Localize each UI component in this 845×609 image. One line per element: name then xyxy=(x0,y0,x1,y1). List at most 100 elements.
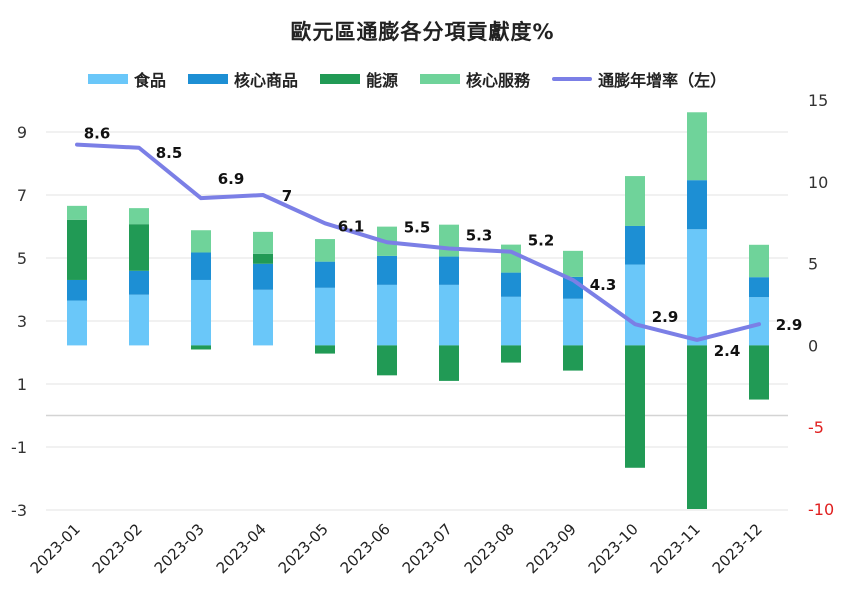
bar-segment-energy xyxy=(377,345,397,376)
legend-label-energy: 能源 xyxy=(366,71,399,90)
bar-segment-food xyxy=(563,298,583,346)
legend-swatch-energy xyxy=(320,74,361,84)
x-axis-tick-label: 2023-08 xyxy=(461,520,518,577)
left-axis-tick-label: 5 xyxy=(17,249,27,268)
bar-segment-core-goods xyxy=(625,225,645,265)
right-axis-tick-label: -5 xyxy=(808,418,824,437)
bar-segment-food xyxy=(129,294,149,346)
line-data-label: 6.9 xyxy=(218,170,245,188)
bar-segment-energy xyxy=(501,345,521,363)
bars xyxy=(67,112,769,509)
bar-segment-food xyxy=(67,300,87,346)
x-axis-tick-label: 2023-03 xyxy=(151,520,208,577)
bar-segment-core-goods xyxy=(377,255,397,285)
x-axis-tick-label: 2023-02 xyxy=(89,520,146,577)
bar-segment-core-services xyxy=(315,239,335,262)
bar-segment-core-goods xyxy=(501,272,521,297)
left-axis-tick-label: 9 xyxy=(17,123,27,142)
bar-segment-core-goods xyxy=(67,279,87,301)
bar-segment-energy xyxy=(191,345,211,350)
bar-segment-energy xyxy=(253,253,273,264)
legend-label-core-goods: 核心商品 xyxy=(234,71,299,90)
right-axis-tick-label: 0 xyxy=(808,336,818,355)
bar-segment-core-services xyxy=(253,231,273,254)
bar-segment-food xyxy=(687,229,707,346)
bar-stack xyxy=(253,231,273,346)
bar-segment-food xyxy=(625,264,645,346)
bar-stack xyxy=(563,250,583,371)
line-data-label: 5.2 xyxy=(528,232,555,250)
legend-swatch-core-goods xyxy=(188,74,229,84)
left-axis: 9 7 5 3 1 -1 -3 xyxy=(11,123,27,520)
bar-segment-energy xyxy=(67,219,87,280)
line-data-label: 7 xyxy=(282,187,292,205)
bar-segment-food xyxy=(253,289,273,346)
bar-stack xyxy=(191,230,211,350)
bar-segment-energy xyxy=(439,345,459,381)
x-axis: 2023-01 2023-02 2023-03 2023-04 2023-05 2023-… xyxy=(27,520,766,577)
right-axis-tick-label: 5 xyxy=(808,255,818,274)
bar-segment-core-services xyxy=(625,176,645,226)
line-data-label: 5.5 xyxy=(404,218,431,236)
chart-title: 歐元區通膨各分項貢獻度% xyxy=(290,20,555,44)
bar-segment-food xyxy=(191,279,211,346)
x-axis-tick-label: 2023-11 xyxy=(647,520,704,577)
x-axis-tick-label: 2023-09 xyxy=(523,520,580,577)
bar-segment-core-services xyxy=(67,205,87,220)
bar-segment-energy xyxy=(749,345,769,400)
bar-segment-core-services xyxy=(501,244,521,273)
bar-stack xyxy=(625,176,645,468)
legend-swatch-core-services xyxy=(420,74,461,84)
bar-segment-core-services xyxy=(749,244,769,278)
bar-stack xyxy=(315,239,335,354)
x-axis-tick-label: 2023-04 xyxy=(213,520,270,577)
bar-segment-core-services xyxy=(129,208,149,225)
x-axis-tick-label: 2023-01 xyxy=(27,520,84,577)
left-axis-tick-label: -3 xyxy=(11,501,27,520)
legend-item-energy: 能源 xyxy=(320,67,398,91)
right-axis-tick-label: -10 xyxy=(808,500,834,519)
data-labels: 8.6 8.5 6.9 7 6.1 5.5 5.3 5.2 4.3 2.9 2.4 2.9 xyxy=(84,125,803,360)
right-axis: 15 10 5 0 -5 -10 xyxy=(808,91,834,519)
line-data-label: 8.5 xyxy=(156,144,183,162)
left-axis-tick-label: -1 xyxy=(11,438,27,457)
line-data-label: 5.3 xyxy=(466,227,493,245)
x-axis-tick-label: 2023-05 xyxy=(275,520,332,577)
bar-stack xyxy=(501,244,521,363)
left-axis-tick-label: 7 xyxy=(17,186,27,205)
legend-item-food: 食品 xyxy=(88,67,166,91)
x-axis-tick-label: 2023-06 xyxy=(337,520,394,577)
bar-stack xyxy=(67,205,87,346)
bar-stack xyxy=(377,226,397,376)
bar-segment-core-goods xyxy=(687,180,707,230)
bar-segment-food xyxy=(501,296,521,346)
bar-segment-core-goods xyxy=(191,252,211,280)
bar-segment-core-goods xyxy=(129,270,149,295)
bar-segment-energy xyxy=(625,345,645,468)
legend-line-inflation xyxy=(552,77,593,81)
x-axis-tick-label: 2023-12 xyxy=(709,520,766,577)
inflation-line-group xyxy=(75,142,761,342)
legend-label-core-services: 核心服務 xyxy=(466,71,531,90)
left-axis-tick-label: 1 xyxy=(17,375,27,394)
gridlines xyxy=(46,131,788,511)
line-data-label: 2.9 xyxy=(776,316,803,334)
line-data-label: 2.9 xyxy=(652,308,679,326)
bar-segment-energy xyxy=(687,345,707,509)
legend-swatch-food xyxy=(88,74,128,84)
legend-label-food: 食品 xyxy=(134,71,167,90)
legend: 食品 核心商品 能源 核心服務 通膨年增率（左） xyxy=(88,67,748,91)
line-data-label: 2.4 xyxy=(714,342,741,360)
bar-segment-energy xyxy=(129,224,149,271)
left-axis-tick-label: 3 xyxy=(17,312,27,331)
bar-segment-core-goods xyxy=(749,277,769,298)
bar-segment-food xyxy=(749,297,769,346)
legend-item-core-services: 核心服務 xyxy=(420,67,530,91)
bar-segment-energy xyxy=(563,345,583,371)
bar-segment-core-services xyxy=(563,250,583,277)
bar-segment-core-goods xyxy=(315,261,335,288)
line-data-label: 6.1 xyxy=(338,217,365,235)
bar-segment-core-goods xyxy=(253,263,273,290)
